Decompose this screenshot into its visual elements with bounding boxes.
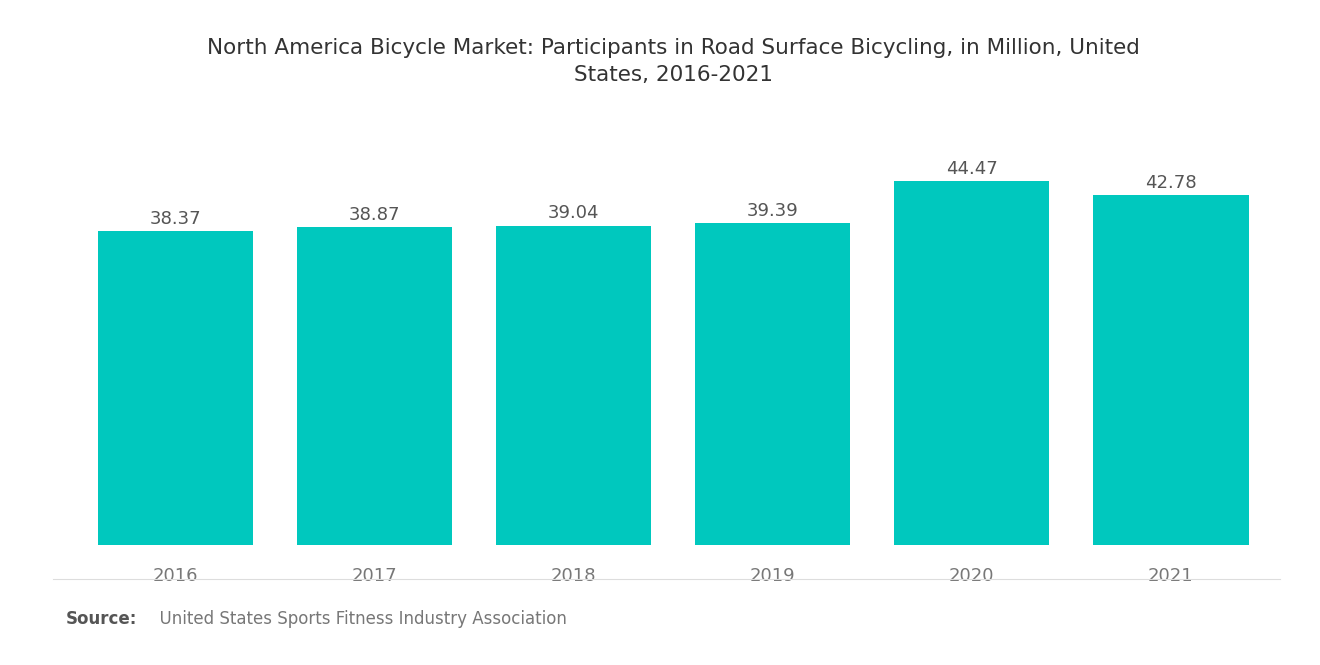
Text: 38.87: 38.87 — [348, 206, 400, 224]
Text: United States Sports Fitness Industry Association: United States Sports Fitness Industry As… — [149, 610, 568, 628]
Bar — [297, 227, 453, 545]
Bar — [1093, 195, 1249, 545]
Text: 42.78: 42.78 — [1144, 174, 1197, 192]
Bar — [98, 231, 253, 545]
Bar — [496, 226, 651, 545]
Title: North America Bicycle Market: Participants in Road Surface Bicycling, in Million: North America Bicycle Market: Participan… — [207, 39, 1139, 85]
Text: 39.04: 39.04 — [548, 205, 599, 223]
Text: 39.39: 39.39 — [747, 201, 799, 219]
Text: 38.37: 38.37 — [149, 210, 202, 228]
Bar — [696, 223, 850, 545]
Bar — [894, 182, 1049, 545]
Text: 44.47: 44.47 — [946, 160, 998, 178]
Text: Source:: Source: — [66, 610, 137, 628]
